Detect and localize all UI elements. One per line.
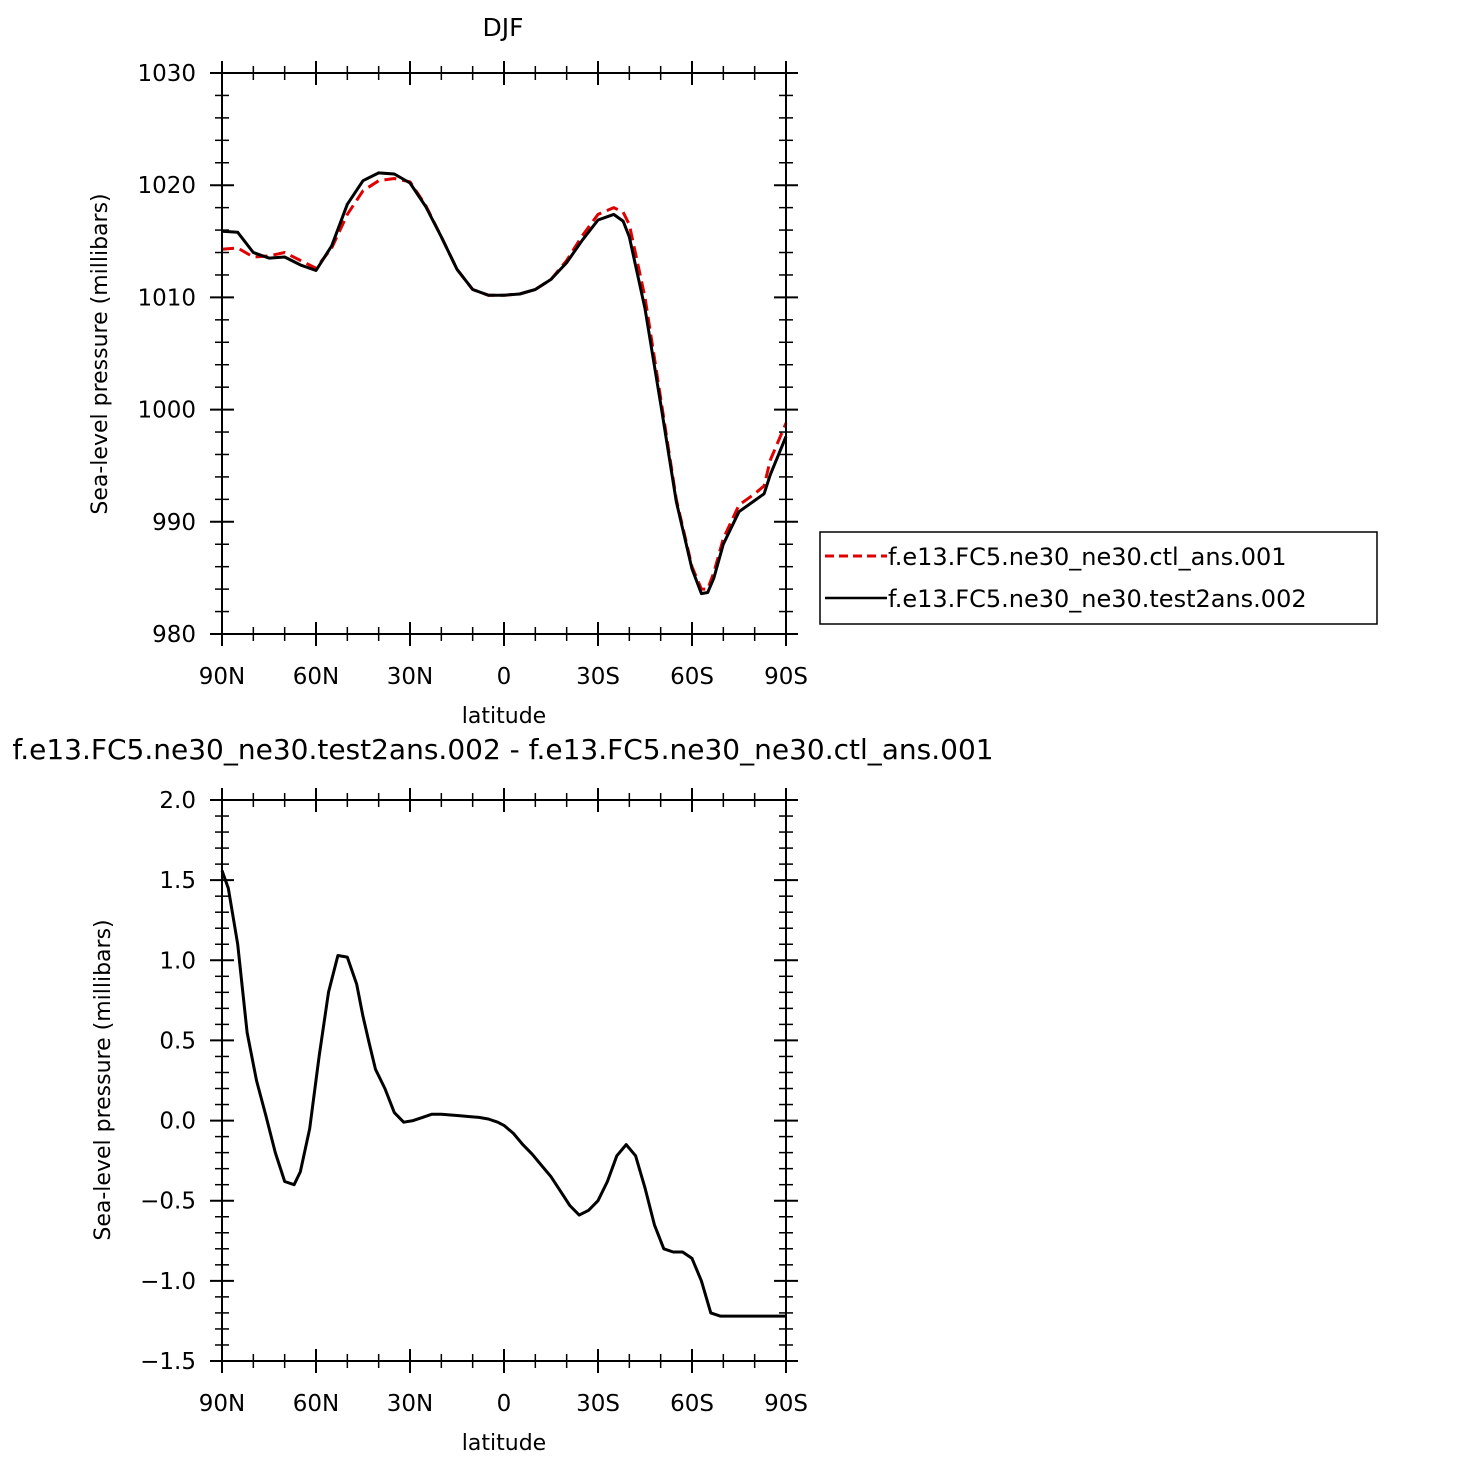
- x-tick-label: 30S: [576, 664, 620, 690]
- x-axis-label: latitude: [462, 704, 546, 729]
- x-tick-label: 60N: [293, 1391, 339, 1417]
- legend-label-test: f.e13.FC5.ne30_ne30.test2ans.002: [888, 585, 1307, 613]
- y-axis-label: Sea-level pressure (millibars): [91, 919, 116, 1240]
- legend: f.e13.FC5.ne30_ne30.ctl_ans.001 f.e13.FC…: [819, 531, 1378, 625]
- slp-djf-chart: DJF 90N 60N 30N 0 30S 60S 90S 980 990 1000 1010 10…: [88, 13, 1378, 729]
- y-tick-label: 1010: [137, 285, 196, 311]
- x-tick-label: 60N: [293, 664, 339, 690]
- x-tick-label: 0: [497, 664, 512, 690]
- x-tick-label: 90N: [199, 664, 245, 690]
- y-tick-label: 0.0: [159, 1109, 196, 1135]
- slp-difference-chart: f.e13.FC5.ne30_ne30.test2ans.002 - f.e13…: [12, 733, 993, 1456]
- axis-ticks: [210, 788, 798, 1373]
- x-tick-label: 30N: [387, 664, 433, 690]
- y-tick-label: 1000: [137, 398, 196, 424]
- y-tick-label: 990: [152, 510, 196, 536]
- y-tick-label: −1.0: [140, 1269, 196, 1295]
- y-tick-label: 0.5: [159, 1028, 196, 1054]
- y-tick-label: 1030: [137, 61, 196, 87]
- series-lines: [221, 171, 788, 596]
- x-tick-label: 60S: [670, 1391, 714, 1417]
- y-tick-label: 1020: [137, 173, 196, 199]
- legend-box: [819, 531, 1378, 625]
- legend-label-ctl: f.e13.FC5.ne30_ne30.ctl_ans.001: [888, 543, 1287, 571]
- axis-ticks: [210, 61, 798, 646]
- series-line-1: [221, 171, 788, 596]
- series-line-0: [220, 869, 786, 1318]
- y-axis-label: Sea-level pressure (millibars): [88, 193, 113, 514]
- y-tick-labels: −1.5 −1.0 −0.5 0.0 0.5 1.0 1.5 2.0: [140, 788, 196, 1375]
- y-tick-label: −0.5: [140, 1189, 196, 1215]
- x-tick-label: 60S: [670, 664, 714, 690]
- plot-frame: [221, 799, 787, 1362]
- x-axis-label: latitude: [462, 1431, 546, 1456]
- y-tick-labels: 980 990 1000 1010 1020 1030: [137, 61, 196, 648]
- x-tick-label: 0: [497, 1391, 512, 1417]
- x-tick-label: 30S: [576, 1391, 620, 1417]
- x-tick-label: 90N: [199, 1391, 245, 1417]
- y-tick-label: 980: [152, 622, 196, 648]
- y-tick-label: 2.0: [159, 788, 196, 814]
- series-line-0: [221, 177, 788, 591]
- y-tick-label: 1.5: [159, 868, 196, 894]
- chart-title: f.e13.FC5.ne30_ne30.test2ans.002 - f.e13…: [12, 733, 993, 766]
- x-tick-label: 90S: [764, 1391, 808, 1417]
- chart-title: DJF: [482, 13, 523, 42]
- x-tick-label: 90S: [764, 664, 808, 690]
- y-tick-label: −1.5: [140, 1349, 196, 1375]
- series-lines: [220, 869, 786, 1318]
- x-tick-labels: 90N 60N 30N 0 30S 60S 90S: [199, 664, 808, 690]
- y-tick-label: 1.0: [159, 948, 196, 974]
- x-tick-label: 30N: [387, 1391, 433, 1417]
- plot-frame: [221, 72, 787, 635]
- x-tick-labels: 90N 60N 30N 0 30S 60S 90S: [199, 1391, 808, 1417]
